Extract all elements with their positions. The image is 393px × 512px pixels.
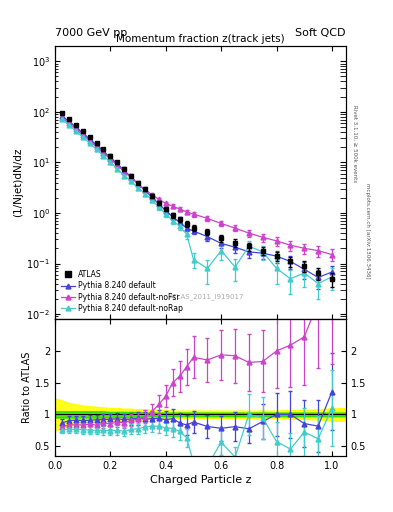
Text: 7000 GeV pp: 7000 GeV pp [55, 28, 127, 38]
Text: Rivet 3.1.10, ≥ 500k events: Rivet 3.1.10, ≥ 500k events [352, 105, 357, 182]
Y-axis label: (1/Njet)dN/dz: (1/Njet)dN/dz [13, 148, 24, 217]
Text: mcplots.cern.ch [arXiv:1306.3436]: mcplots.cern.ch [arXiv:1306.3436] [365, 183, 371, 278]
Title: Momentum fraction z(track jets): Momentum fraction z(track jets) [116, 34, 285, 44]
X-axis label: Charged Particle z: Charged Particle z [150, 475, 251, 485]
Y-axis label: Ratio to ATLAS: Ratio to ATLAS [22, 352, 32, 423]
Legend: ATLAS, Pythia 8.240 default, Pythia 8.240 default-noFsr, Pythia 8.240 default-no: ATLAS, Pythia 8.240 default, Pythia 8.24… [59, 268, 185, 315]
Text: Soft QCD: Soft QCD [296, 28, 346, 38]
Text: ATLAS_2011_I919017: ATLAS_2011_I919017 [169, 293, 244, 300]
